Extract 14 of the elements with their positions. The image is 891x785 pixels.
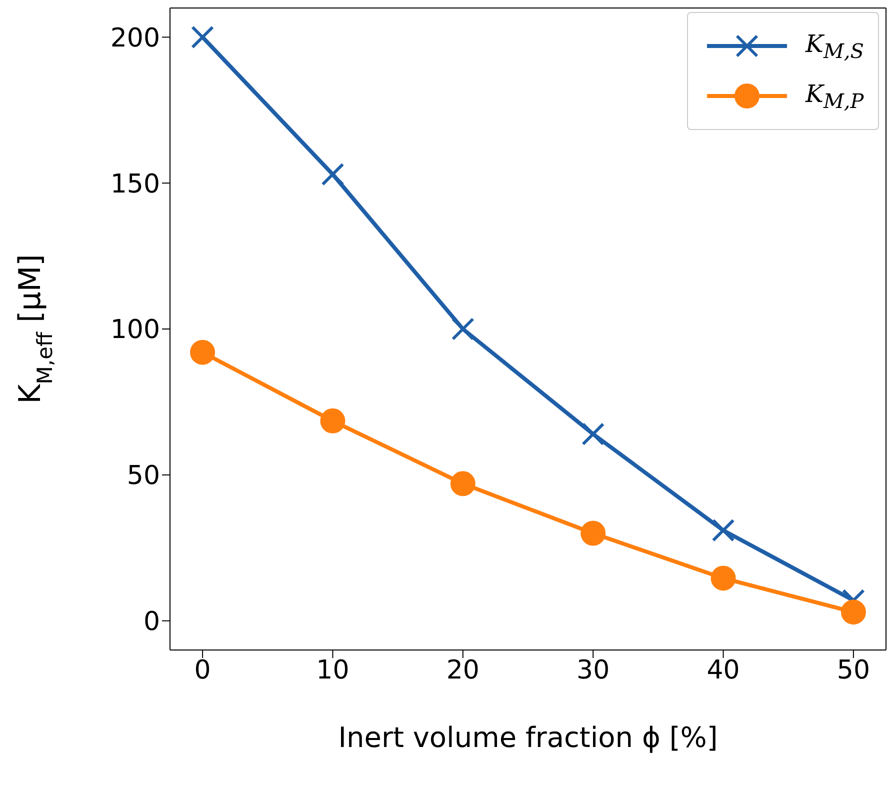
x-tick-label: 0 [194,655,211,686]
legend-label: K$_{M,P}$ [806,80,864,112]
x-tick-label: 20 [446,655,480,686]
y-tick-label: 200 [110,23,160,54]
y-tick-label: 100 [110,315,160,346]
x-tick-label: 40 [706,655,740,686]
y-tick-label: 150 [110,169,160,200]
x-tick-label: 30 [576,655,610,686]
x-axis-title: Inert volume fraction ϕ [%] [338,721,718,754]
x-tick-label: 50 [836,655,870,686]
y-tick-label: 50 [126,461,160,492]
legend-label: K$_{M,S}$ [806,30,864,62]
x-tick-label: 10 [316,655,350,686]
y-tick-label: 0 [143,607,160,638]
